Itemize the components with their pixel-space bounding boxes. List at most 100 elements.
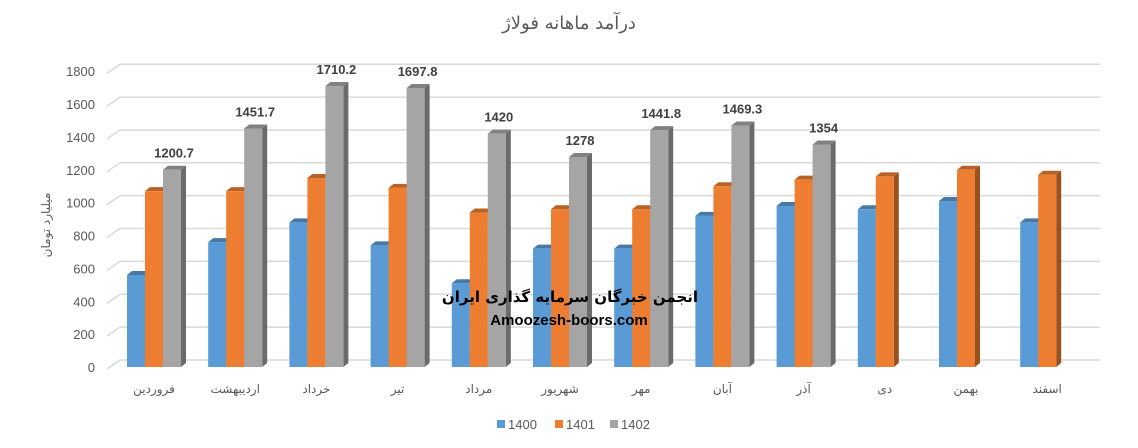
bar-front: [569, 156, 587, 367]
legend-label: 1401: [566, 417, 595, 432]
y-tick-label: 400: [73, 294, 95, 309]
y-tick-label: 200: [73, 327, 95, 342]
y-tick-label: 1000: [66, 196, 95, 211]
bar-top: [388, 183, 412, 188]
bar-side: [830, 140, 836, 367]
bar-top: [406, 84, 430, 89]
bar-side: [505, 129, 511, 367]
bar-front: [1038, 174, 1057, 367]
bar-top: [857, 205, 881, 210]
y-tick-label: 1600: [66, 97, 95, 112]
bar-front: [551, 209, 569, 367]
data-label: 1697.8: [398, 64, 438, 79]
bar-front: [307, 178, 326, 367]
bar-top: [939, 197, 962, 202]
x-tick-label: اردیبهشت: [210, 382, 259, 397]
bar-front: [1020, 222, 1039, 367]
bar-front: [957, 169, 975, 367]
bar-front: [370, 245, 389, 367]
x-tick-label: بهمن: [954, 382, 979, 397]
y-tick-label: 1400: [66, 130, 95, 145]
y-tick-label: 1200: [66, 163, 95, 178]
bar-top: [1038, 170, 1062, 175]
legend-label: 1400: [508, 417, 537, 432]
data-label: 1354: [809, 121, 839, 136]
bar-front: [487, 133, 506, 367]
gridlines: [106, 63, 1100, 370]
bar-top: [145, 187, 168, 192]
gridline-floor: [106, 326, 121, 337]
bar-top: [307, 174, 331, 179]
bar-front: [939, 201, 957, 367]
bar-top: [569, 152, 592, 157]
bar-top: [713, 182, 737, 187]
gridline-floor: [106, 359, 121, 370]
x-tick-label: آبان: [713, 381, 733, 396]
x-axis-labels: فروردین اردیبهشت خرداد تیر مرداد شهریور مهر آبا…: [133, 381, 1062, 397]
bar-1402: [569, 152, 592, 367]
bar-1402: [487, 129, 511, 367]
bar-side: [587, 152, 592, 367]
x-tick-label: مرداد: [465, 382, 492, 397]
legend-swatch: [610, 420, 618, 428]
x-tick-label: خرداد: [302, 382, 330, 397]
bar-top: [731, 121, 755, 126]
x-tick-label: مهر: [631, 382, 651, 397]
x-tick-label: آذر: [795, 381, 811, 397]
bar-side: [181, 165, 186, 367]
bar-top: [244, 124, 268, 129]
gridline-floor: [106, 63, 121, 74]
gridline-floor: [106, 129, 121, 140]
bars: [127, 81, 1062, 368]
bar-top: [370, 241, 394, 246]
bar-top: [226, 187, 250, 192]
bar-top: [695, 211, 719, 216]
data-label: 1441.8: [641, 106, 681, 121]
data-label: 1420: [484, 110, 513, 125]
bar-front: [208, 242, 227, 367]
bar-side: [668, 126, 674, 367]
legend-item-1402: 1402: [610, 417, 650, 432]
bar-side: [749, 121, 755, 368]
bar-front: [451, 283, 470, 367]
bar-side: [975, 165, 980, 367]
y-axis-ticks: 0 200 400 600 800 1000 1200 1400 1600 1800: [66, 64, 95, 375]
data-label: 1469.3: [723, 102, 763, 117]
bar-1402: [812, 140, 836, 367]
bar-front: [650, 130, 669, 367]
bar-top: [776, 201, 800, 206]
legend-label: 1402: [621, 417, 650, 432]
bar-top: [794, 175, 818, 180]
data-label: 1200.7: [154, 146, 194, 161]
legend: 1400 1401 1402: [497, 417, 650, 432]
y-tick-label: 600: [73, 261, 95, 276]
watermark-line2: Amoozesh-boors.com: [490, 312, 648, 329]
bar-front: [533, 248, 551, 367]
bar-1401: [957, 165, 980, 367]
gridline-floor: [106, 227, 121, 239]
y-tick-label: 1800: [66, 64, 95, 79]
bar-side: [1056, 170, 1062, 367]
bar-front: [695, 215, 714, 367]
bar-top: [875, 172, 899, 177]
bar-front: [812, 144, 831, 367]
bar-top: [163, 165, 186, 170]
x-tick-label: اسفند: [1033, 382, 1062, 396]
x-tick-label: تیر: [390, 382, 405, 397]
y-tick-label: 800: [73, 229, 95, 244]
bar-top: [650, 126, 674, 131]
bar-front: [325, 85, 344, 367]
bar-front: [127, 274, 145, 367]
data-label: 1710.2: [317, 62, 357, 77]
bar-front: [857, 209, 876, 367]
bar-front: [244, 128, 263, 367]
x-tick-label: دی: [877, 382, 892, 396]
gridline-floor: [106, 96, 121, 107]
y-axis-label: میلیارد تومان: [39, 193, 54, 258]
watermark-line1: انجمن خبرگان سرمایه گذاری ایران: [442, 288, 698, 306]
data-labels: 1200.7 1451.7 1710.2 1697.8 1420 1278 1441.8 14…: [154, 62, 839, 161]
bar-front: [875, 176, 894, 367]
bar-front: [406, 88, 425, 368]
bar-front: [163, 169, 181, 367]
